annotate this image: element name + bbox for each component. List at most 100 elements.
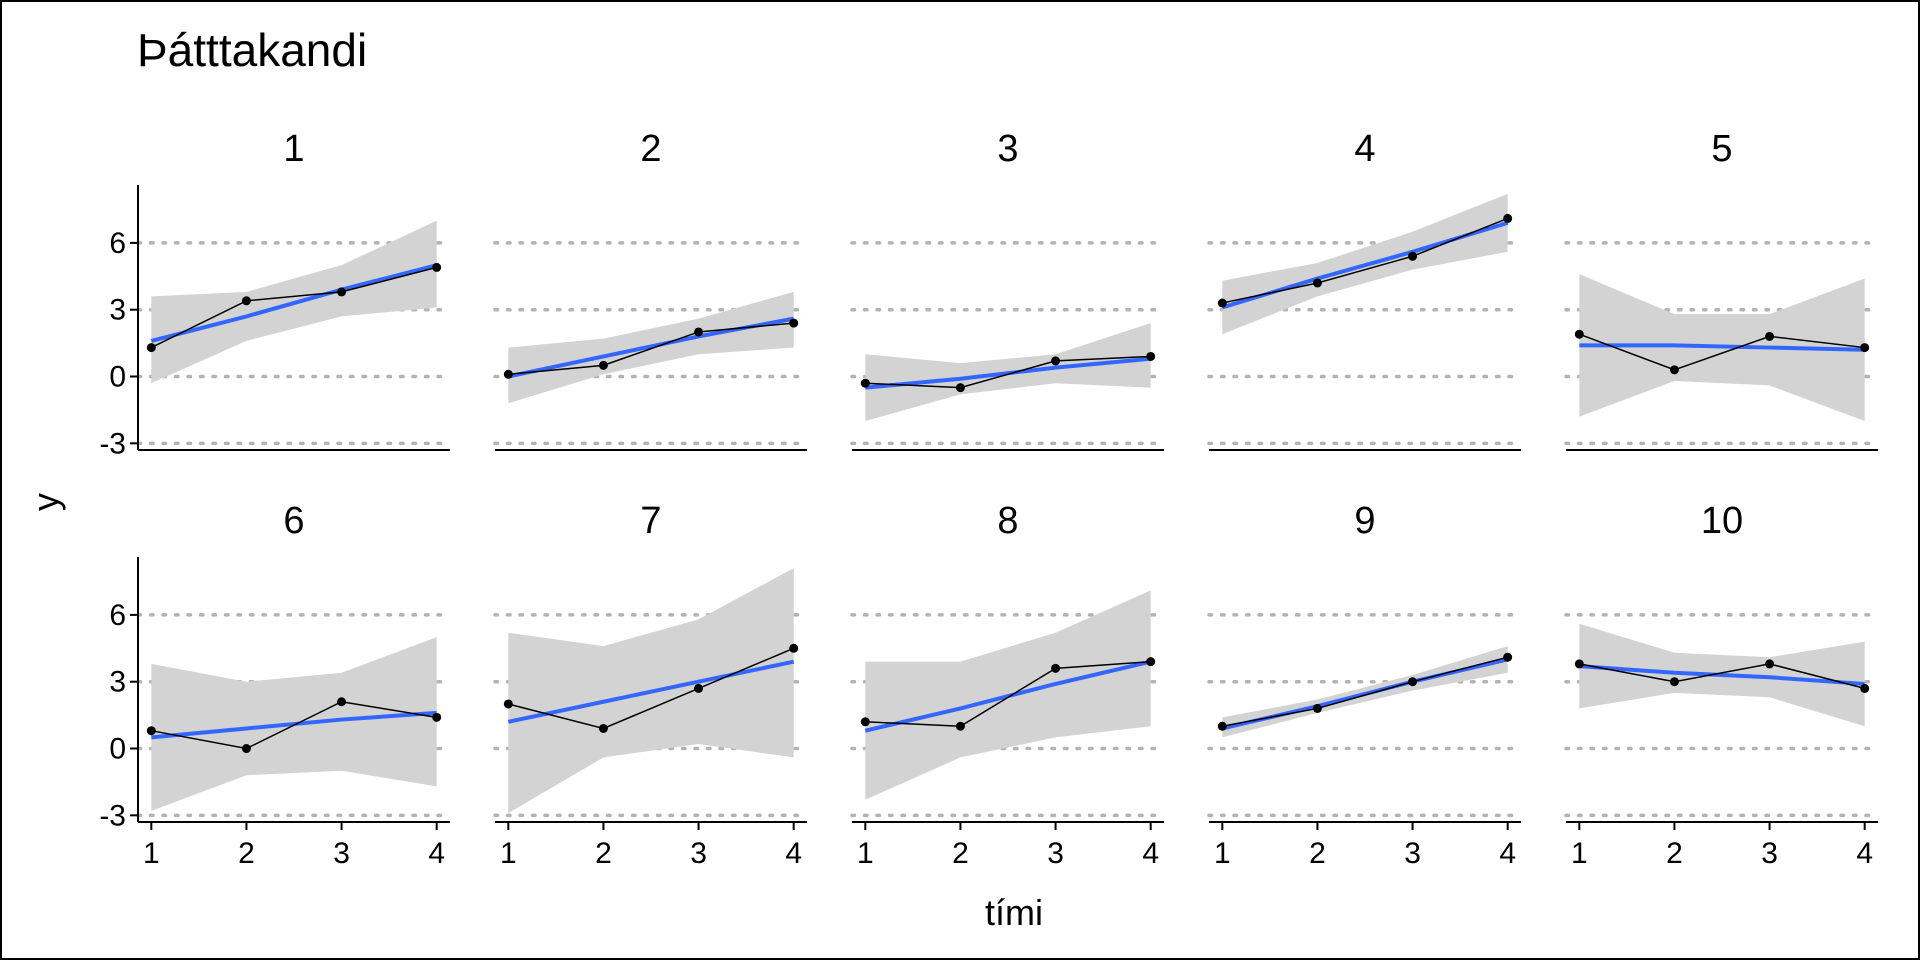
data-point: [241, 296, 251, 306]
x-tick-label: 1: [143, 837, 160, 870]
panel-3: 3: [850, 128, 1166, 451]
data-point: [789, 643, 799, 653]
x-tick-label: 3: [690, 837, 707, 870]
x-tick-label: 3: [333, 837, 350, 870]
data-point: [241, 744, 251, 754]
data-point: [432, 262, 442, 272]
x-tick-label: 2: [595, 837, 612, 870]
data-point: [694, 683, 704, 693]
x-tick-label: 4: [1856, 837, 1873, 870]
chart-title: Þátttakandi: [137, 24, 367, 76]
x-tick-label: 1: [500, 837, 517, 870]
panel-1: 1 -3 0 3 6: [99, 128, 452, 460]
x-tick-label: 4: [1499, 837, 1516, 870]
x-axis-label: tími: [985, 892, 1043, 933]
fit-line: [865, 356, 1151, 390]
y-tick-label: 3: [109, 294, 126, 327]
series-line: [508, 322, 794, 376]
series-line: [1579, 333, 1865, 371]
data-point: [1408, 677, 1418, 687]
series-line: [1222, 656, 1508, 727]
strip-label: 4: [1354, 128, 1375, 170]
panel-7: 7 1 2 3 4: [493, 500, 809, 870]
strip-label: 5: [1711, 128, 1732, 170]
data-point: [1503, 652, 1513, 662]
data-point: [1146, 657, 1156, 667]
strip-label: 8: [997, 500, 1018, 542]
x-tick-label: 2: [952, 837, 969, 870]
data-point: [1503, 213, 1513, 223]
x-tick-label: 4: [428, 837, 445, 870]
data-point: [337, 287, 347, 297]
data-point: [1051, 663, 1061, 673]
data-point: [1408, 251, 1418, 261]
panel-9: 9 1 2 3 4: [1207, 500, 1523, 870]
data-point: [598, 723, 608, 733]
series-line: [865, 660, 1151, 728]
data-point: [1574, 329, 1584, 339]
x-tick-label: 1: [1571, 837, 1588, 870]
y-tick-label: 6: [109, 227, 126, 260]
panel-8: 8 1 2 3 4: [850, 500, 1166, 870]
x-tick-label: 2: [1309, 837, 1326, 870]
data-point: [1217, 721, 1227, 731]
x-tick-label: 2: [1666, 837, 1683, 870]
x-tick-label: 1: [857, 837, 874, 870]
x-tick-label: 3: [1761, 837, 1778, 870]
data-point: [1860, 343, 1870, 353]
strip-label: 10: [1701, 500, 1743, 542]
data-point: [1669, 677, 1679, 687]
panel-4: 4: [1207, 128, 1523, 451]
data-point: [789, 318, 799, 328]
strip-label: 1: [283, 128, 304, 170]
data-point: [694, 327, 704, 337]
data-point: [1217, 298, 1227, 308]
series-line: [151, 700, 437, 750]
strip-label: 2: [640, 128, 661, 170]
y-tick-label: 6: [109, 599, 126, 632]
data-point: [955, 383, 965, 393]
data-point: [1051, 356, 1061, 366]
data-point: [1765, 331, 1775, 341]
strip-label: 7: [640, 500, 661, 542]
series-line: [865, 355, 1151, 389]
data-point: [1312, 278, 1322, 288]
data-point: [860, 378, 870, 388]
data-point: [1574, 659, 1584, 669]
strip-label: 9: [1354, 500, 1375, 542]
panel-10: 10 1 2 3 4: [1564, 500, 1880, 870]
fit-line: [151, 710, 437, 740]
fit-line: [150, 263, 438, 343]
x-tick-label: 3: [1404, 837, 1421, 870]
data-point: [1765, 659, 1775, 669]
data-point: [503, 369, 513, 379]
y-tick-label: 0: [109, 733, 126, 766]
fit-line: [1579, 664, 1865, 686]
data-point: [1312, 703, 1322, 713]
x-tick-label: 4: [785, 837, 802, 870]
data-point: [146, 726, 156, 736]
y-tick-label: -3: [99, 799, 126, 832]
data-point: [432, 712, 442, 722]
x-tick-label: 1: [1214, 837, 1231, 870]
series-line: [150, 266, 437, 349]
series-line: [1579, 663, 1865, 690]
y-tick-label: -3: [99, 427, 126, 460]
data-point: [860, 717, 870, 727]
data-point: [598, 360, 608, 370]
data-point: [1146, 351, 1156, 361]
series-line: [508, 647, 794, 730]
data-point: [955, 721, 965, 731]
data-point: [337, 697, 347, 707]
panel-2: 2: [493, 128, 809, 451]
fit-line: [507, 659, 795, 724]
y-axis-label: y: [25, 493, 66, 511]
x-tick-label: 4: [1142, 837, 1159, 870]
data-point: [1669, 365, 1679, 375]
fit-line: [864, 659, 1152, 733]
panel-6: 6 1 2 3 4 -3 0 3 6: [99, 500, 452, 870]
strip-label: 3: [997, 128, 1018, 170]
